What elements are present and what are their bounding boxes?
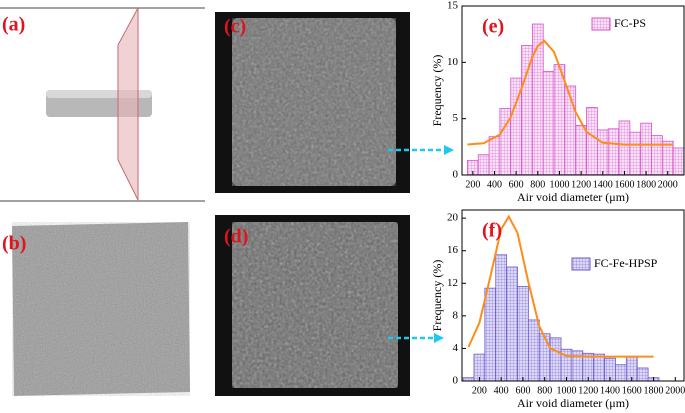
x-tick-label: 1000 bbox=[556, 385, 576, 396]
bar bbox=[672, 147, 685, 176]
x-axis-label: Air void diameter (μm) bbox=[517, 396, 629, 410]
bar bbox=[607, 128, 620, 176]
bar bbox=[586, 107, 598, 176]
legend-label: FC-PS bbox=[614, 16, 646, 30]
x-tick-label: 400 bbox=[494, 385, 509, 396]
panel-label: (c) bbox=[224, 16, 246, 38]
y-tick-label: 15 bbox=[447, 0, 459, 12]
legend-swatch bbox=[591, 17, 611, 31]
bar bbox=[593, 353, 605, 382]
y-tick-label: 0 bbox=[453, 375, 459, 387]
fit-curve bbox=[467, 214, 654, 358]
bar bbox=[521, 45, 533, 176]
panel-label: (d) bbox=[224, 226, 248, 248]
bar bbox=[629, 131, 642, 176]
bar bbox=[596, 129, 609, 176]
bar bbox=[488, 136, 501, 176]
panel-label: (f) bbox=[482, 220, 502, 242]
y-tick-label: 16 bbox=[447, 244, 459, 256]
y-tick-label: 8 bbox=[453, 309, 459, 321]
panel-d-image bbox=[215, 215, 410, 396]
legend-label: FC-Fe-HPSP bbox=[594, 256, 658, 270]
y-tick-label: 10 bbox=[447, 56, 459, 68]
x-tick-label: 800 bbox=[530, 179, 545, 190]
x-tick-label: 1200 bbox=[578, 385, 598, 396]
panel-c-image bbox=[215, 12, 410, 193]
bar bbox=[553, 64, 566, 176]
x-tick-label: 1800 bbox=[636, 179, 656, 190]
x-tick-label: 2000 bbox=[658, 179, 678, 190]
bar bbox=[495, 254, 508, 382]
plot-frame bbox=[461, 209, 685, 382]
x-tick-label: 1200 bbox=[571, 179, 591, 190]
x-tick-label: 1400 bbox=[600, 385, 620, 396]
bar bbox=[651, 135, 663, 176]
bar bbox=[615, 364, 627, 382]
panel-label: (a) bbox=[2, 14, 25, 36]
x-axis-label: Air void diameter (μm) bbox=[517, 190, 629, 204]
bar bbox=[517, 286, 529, 382]
x-tick-label: 1000 bbox=[549, 179, 569, 190]
x-tick-label: 600 bbox=[509, 179, 524, 190]
x-tick-label: 200 bbox=[472, 385, 487, 396]
x-tick-label: 1600 bbox=[622, 385, 642, 396]
x-tick-label: 1600 bbox=[614, 179, 634, 190]
bar bbox=[636, 367, 649, 382]
bar bbox=[484, 287, 497, 382]
bar bbox=[527, 319, 540, 382]
bar bbox=[618, 120, 631, 176]
bar bbox=[477, 154, 490, 176]
y-tick-label: 4 bbox=[453, 342, 459, 354]
panel-a-image bbox=[0, 7, 205, 202]
legend-swatch bbox=[571, 257, 591, 271]
bar bbox=[575, 125, 587, 176]
fit-curve bbox=[467, 39, 674, 146]
panel-label: (b) bbox=[2, 233, 26, 255]
y-tick-label: 5 bbox=[453, 112, 459, 124]
x-tick-label: 1800 bbox=[644, 385, 664, 396]
bar bbox=[640, 122, 652, 176]
bar bbox=[549, 337, 562, 382]
y-tick-label: 12 bbox=[447, 277, 458, 289]
x-tick-label: 1400 bbox=[593, 179, 613, 190]
arrow bbox=[388, 145, 454, 343]
bar bbox=[538, 333, 551, 382]
x-tick-label: 2000 bbox=[665, 385, 685, 396]
x-tick-label: 400 bbox=[487, 179, 502, 190]
bar bbox=[506, 266, 518, 382]
plot-frame bbox=[461, 5, 685, 176]
x-tick-label: 200 bbox=[465, 179, 480, 190]
y-axis-label: Frequency (%) bbox=[430, 260, 444, 332]
x-tick-label: 600 bbox=[515, 385, 530, 396]
bar bbox=[542, 70, 555, 176]
y-axis-label: Frequency (%) bbox=[430, 55, 444, 127]
x-tick-label: 800 bbox=[537, 385, 552, 396]
panel-b-image bbox=[12, 222, 190, 396]
y-tick-label: 0 bbox=[453, 169, 459, 181]
bar bbox=[661, 140, 674, 176]
y-tick-label: 20 bbox=[447, 212, 459, 224]
panel-label: (e) bbox=[482, 16, 504, 38]
bar bbox=[473, 353, 486, 382]
